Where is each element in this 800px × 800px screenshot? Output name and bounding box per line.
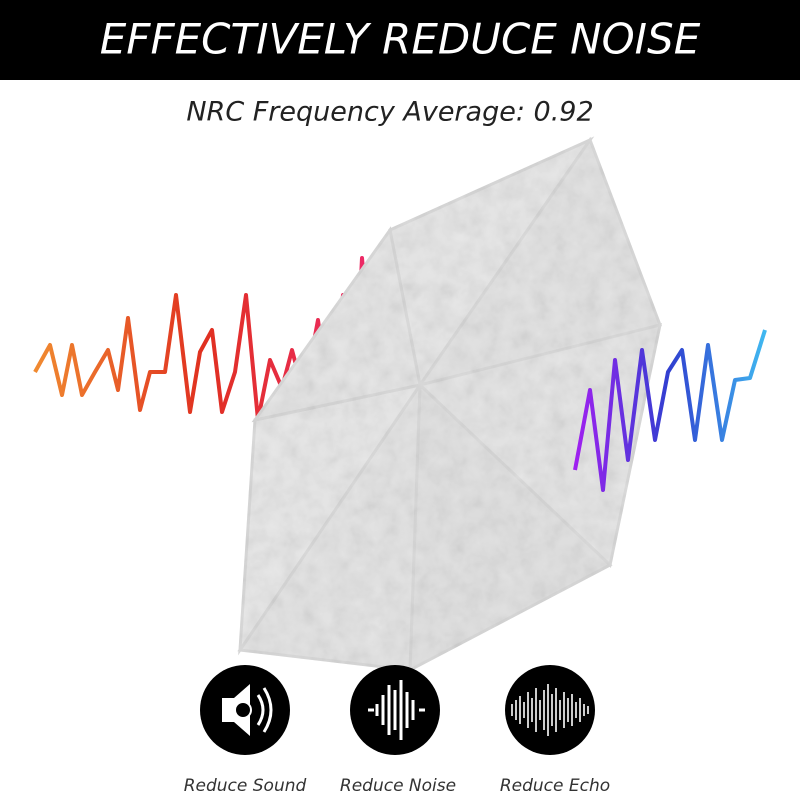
wave-right xyxy=(573,329,767,492)
feature-label: Reduce Sound xyxy=(184,776,307,796)
icon-noise xyxy=(350,665,440,755)
subtitle: NRC Frequency Average: 0.92 xyxy=(186,97,593,128)
feature-label: Reduce Echo xyxy=(500,776,610,796)
feature-label: Reduce Noise xyxy=(340,776,456,796)
title-banner xyxy=(0,0,800,80)
icon-sound xyxy=(200,665,290,755)
felt-panel xyxy=(237,136,662,673)
icon-echo xyxy=(505,665,595,755)
title: EFFECTIVELY REDUCE NOISE xyxy=(100,15,701,64)
